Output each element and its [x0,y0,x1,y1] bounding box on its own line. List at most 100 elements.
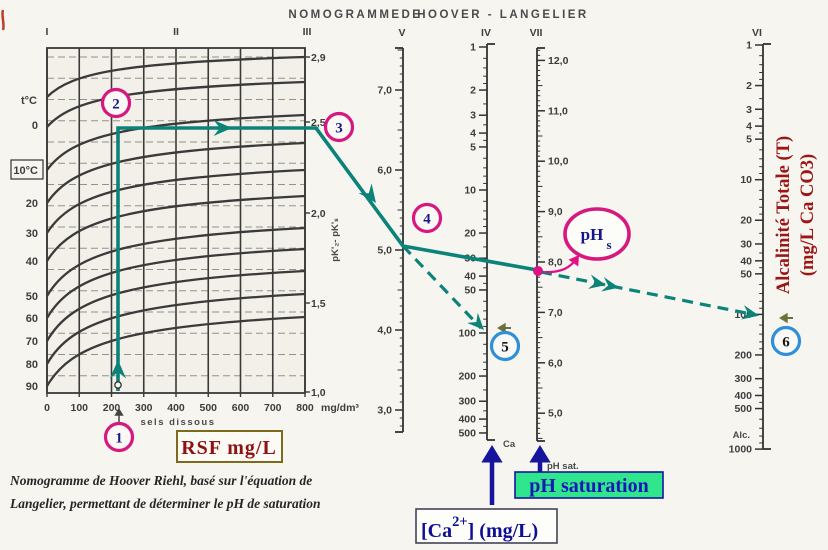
procedure-line-solid [116,126,538,391]
scale-tick-label: 7,0 [377,85,392,97]
scale-tick-label: 9,0 [548,206,563,218]
temp-tick-label: 10°C [13,165,38,177]
phs-ellipse [563,207,631,261]
step-number-4: 4 [423,212,431,228]
temp-tick-label: 60 [26,313,38,325]
alkalinity-title-line2: (mg/L Ca CO3) [798,154,818,276]
calcium-label: [Ca2+] (mg/L) [421,514,538,542]
pk-axis-title: pK'₂- pK'ₛ [330,218,341,262]
step-circle-6 [770,325,802,357]
x-axis-tick-label: 600 [232,402,250,414]
scale-tick-label: 200 [734,349,752,361]
scale-tick-label: 2 [470,85,476,97]
procedure-line-dashed-ca [401,244,483,330]
scale-tick-label: 8,0 [548,257,563,269]
graph-border [46,47,306,394]
arrowhead [467,312,484,330]
step-number-6: 6 [782,335,790,351]
boxed-temperature [10,159,44,180]
temp-tick-label: 40 [26,256,38,268]
ph-saturation-label: pH saturation [529,475,648,497]
scale-tick-label: 300 [458,396,476,408]
scale-tick-label: 7,0 [548,307,563,319]
arrowhead [109,360,127,379]
phs-subscript: s [606,237,611,252]
x-axis-title: sels dissous [140,417,215,428]
scale-tick-label: 3 [746,104,752,116]
scale-tick-label: 40 [740,255,752,267]
pk-tick-label: 2,0 [311,208,326,220]
arrowhead [213,119,232,137]
x-axis-tick-label: 700 [264,402,282,414]
phs-result-dot [533,266,543,276]
entry-point-marker [114,381,122,389]
scan-artifact-mark [1,9,5,31]
scale-tick-label: 1 [746,40,752,52]
scale-tick-label: 400 [458,414,476,426]
temp-axis-title: t°C [21,95,37,107]
scale-tick-label: 400 [734,390,752,402]
graph-numeral: III [303,26,312,38]
temp-tick-label: 70 [26,336,38,348]
step-circle-3 [323,111,355,143]
arrowhead [497,322,506,334]
scale-tick-label: 4,0 [377,325,392,337]
scale-tick-label: 5,0 [377,245,392,257]
scale-tick-label: 5,0 [548,408,563,420]
scale-tick-label: 20 [464,228,476,240]
x-axis-tick-label: 0 [44,402,50,414]
scale-numeral: IV [481,27,491,39]
temperature-curve [46,55,306,98]
scale-tick-label: 6,0 [377,165,392,177]
caption-line1: Nomogramme de Hoover Riehl, basé sur l'é… [9,473,312,488]
page-title-part3: HOOVER - LANGELIER [417,9,589,21]
scale-tick-label: 30 [740,238,752,250]
scale-tick-label: 40 [464,271,476,283]
calcium-label-open: [Ca [421,520,452,542]
scale-tick-label: 3,0 [377,405,392,417]
x-axis-tick-label: 100 [70,402,88,414]
arrowhead [741,305,759,320]
temp-tick-label: 0 [32,120,38,132]
temp-tick-label: 50 [26,291,38,303]
scale-tick-label: 11,0 [548,105,568,117]
x-axis-unit: mg/dm³ [321,402,359,414]
temp-tick-label: 90 [26,381,38,393]
procedure-lines-layer [109,119,793,505]
arrowhead [529,445,551,463]
scale-tick-label: 5 [470,141,476,153]
pk-tick-label: 2,9 [311,52,326,64]
scale-tick-label: 10 [464,185,476,197]
phs-label: pH [581,225,604,244]
graph-numeral: I [46,26,49,38]
arrowhead [481,445,503,463]
scale-vi-sublabel: Alc. [733,430,750,441]
arrowhead [588,274,606,289]
scale-tick-label: 12,0 [548,55,569,67]
scale-tick-label: 500 [458,427,476,439]
arrowhead [779,312,788,324]
step-circle-1 [103,421,135,453]
scale-iv-sublabel: Ca [503,439,516,450]
scale-tick-label: 50 [740,268,752,280]
scale-tick-label: 50 [464,284,476,296]
calcium-box [415,508,558,544]
x-axis-tick-label: 500 [199,402,217,414]
scale-tick-label: 10 [740,174,752,186]
scale-numeral: VI [752,27,762,39]
scale-tick-label: 20 [740,215,752,227]
temp-tick-label: 30 [26,228,38,240]
scale-tick-label: 3 [470,110,476,122]
scale-vii-sublabel: pH sat. [547,461,579,472]
pk-tick-label: 2,5 [311,117,326,129]
scale-tick-label: 300 [734,373,752,385]
step-number-5: 5 [501,340,509,356]
step-circle-2 [100,87,132,119]
scale-tick-label: 200 [458,371,476,383]
rsf-label: RSF mg/L [181,437,277,459]
pk-tick-label: 1,0 [311,387,326,399]
graph-numeral: II [173,26,179,38]
